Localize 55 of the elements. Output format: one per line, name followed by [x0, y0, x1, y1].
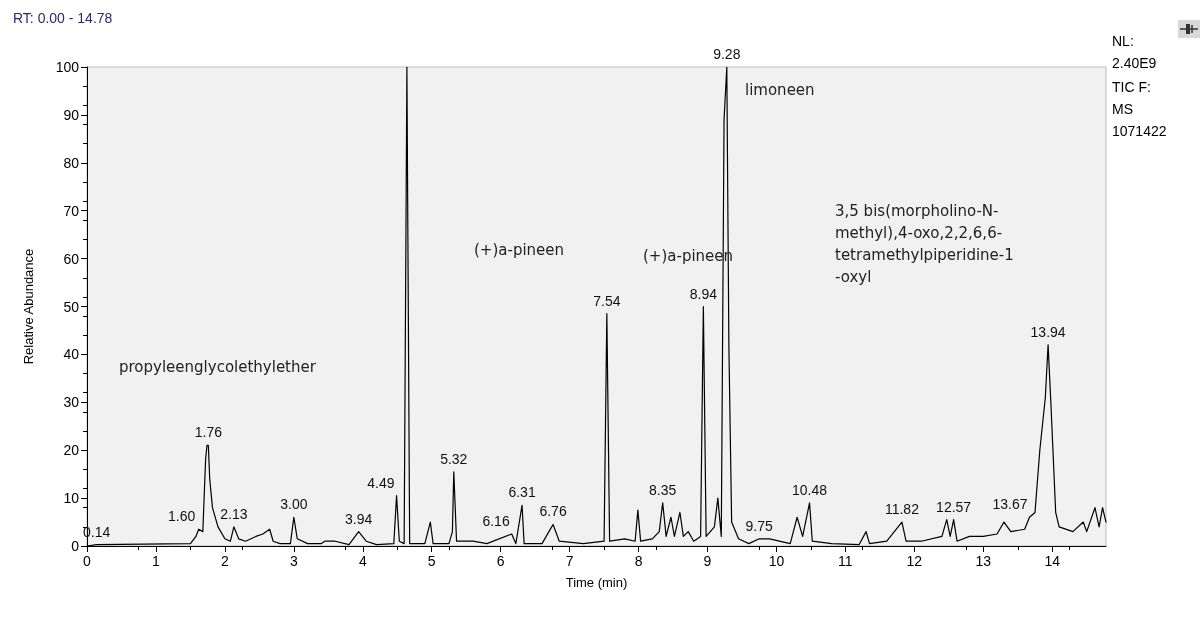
annotation: 1.60	[168, 508, 196, 525]
annotation: propyleenglycolethylether	[119, 358, 317, 376]
x-tick-label: 1	[152, 553, 161, 569]
y-tick-label: 0	[71, 538, 80, 554]
y-tick-label: 60	[63, 250, 80, 267]
annotation: 6.76	[539, 503, 567, 520]
annotation: 13.94	[1030, 323, 1066, 340]
annotation: 6.16	[482, 513, 510, 530]
x-tick-label: 8	[634, 553, 643, 569]
x-tick-label: 7	[565, 553, 574, 569]
annotation: 8.94	[689, 285, 718, 302]
x-tick-label: 14	[1044, 553, 1061, 569]
annotation: 5.32	[440, 450, 468, 467]
y-tick-label: 30	[63, 394, 80, 411]
text: NL: 2.40E9	[1112, 33, 1157, 71]
annotation: 10.48	[792, 481, 828, 498]
x-tick-label: 0	[83, 553, 92, 569]
annotation: 9.28	[713, 46, 741, 62]
annotation: (+)a-pineen	[474, 241, 565, 259]
y-tick-label: 100	[55, 59, 80, 75]
y-tick-label: 70	[63, 202, 80, 219]
x-tick-label: 3	[289, 553, 298, 569]
annotation: 8.35	[649, 481, 677, 498]
y-tick-label: 20	[63, 442, 80, 459]
x-tick-label: 6	[496, 553, 505, 569]
annotation: 2.13	[220, 505, 248, 522]
x-tick-label: 4	[358, 553, 367, 569]
x-tick-label: 13	[975, 553, 992, 569]
annotation: 3.94	[345, 510, 373, 527]
annotation: 7.54	[593, 292, 621, 309]
annotation: 4.49	[367, 474, 395, 491]
annotation: 1.76	[194, 424, 223, 441]
x-axis-title: Time (min)	[565, 575, 628, 590]
x-tick-label: 2	[220, 553, 229, 569]
annotation: 3.00	[280, 496, 308, 513]
annotation: 13.67	[992, 496, 1028, 513]
x-tick-label: 5	[427, 553, 436, 569]
y-tick-label: 80	[63, 154, 80, 171]
annotation: 12.57	[936, 498, 972, 515]
chart-title: RT: 0.00 - 14.78	[13, 10, 113, 26]
y-tick-label: 40	[63, 346, 80, 363]
text: TIC F: MS 1071422	[1112, 79, 1167, 139]
annotation: 11.82	[884, 501, 920, 518]
x-tick-label: 9	[703, 553, 712, 569]
y-tick-label: 50	[63, 298, 80, 315]
y-tick-label: 10	[63, 490, 80, 507]
annotation: 6.31	[508, 484, 536, 501]
x-tick-label: 10	[768, 553, 785, 569]
y-axis-title: Relative Abundance	[21, 248, 36, 365]
annotation: 3,5 bis(morpholino-N- methyl),4-oxo,2,2,6,6- tetramethylpiperidine-1 -oxyl	[835, 202, 1014, 286]
annotation: limoneen	[745, 81, 815, 99]
y-tick-label: 90	[63, 106, 80, 123]
x-tick-label: 11	[838, 553, 853, 569]
x-tick-label: 12	[906, 553, 923, 569]
annotation: 9.75	[745, 517, 774, 534]
